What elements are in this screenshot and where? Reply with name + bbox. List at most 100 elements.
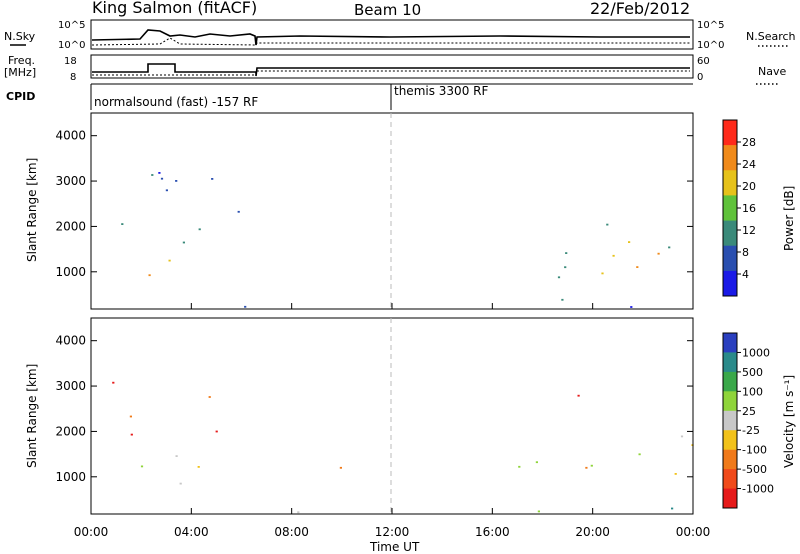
nave-label: Nave [758, 65, 786, 78]
power-colorbar: 4 8 12 16 20 24 28 Power [dB] [722, 119, 796, 297]
velocity-frame [90, 317, 694, 515]
velocity-cbar-cell [723, 430, 737, 451]
velocity-cbar-cell [723, 352, 737, 373]
power-panel: Slant Range [km] 1000 2000 3000 4000 [25, 112, 694, 310]
power-cell [601, 272, 604, 275]
velocity-cell [577, 394, 580, 397]
power-cell [168, 259, 171, 262]
velocity-xtick-label: 08:00 [274, 525, 309, 539]
nsearch-line [91, 37, 690, 46]
power-cell [158, 172, 161, 174]
power-cbar-cell [723, 270, 737, 297]
velocity-ytick-label: 2000 [55, 424, 86, 438]
velocity-cbar-cell [723, 371, 737, 392]
velocity-cbar-tick-label: 100 [742, 385, 763, 398]
power-cbar-cell [723, 195, 737, 221]
velocity-cbar-cell [723, 469, 737, 489]
velocity-cbar-tick-label: -100 [742, 444, 767, 457]
power-cell [165, 189, 168, 192]
station-title: King Salmon (fitACF) [92, 0, 257, 17]
power-cbar-cell [723, 245, 737, 272]
cpid-segment-1: normalsound (fast) -157 RF [94, 95, 258, 109]
velocity-xtick-label: 00:00 [676, 525, 711, 539]
velocity-xticks: 00:00 04:00 08:00 12:00 16:00 20:00 00:00 [74, 303, 711, 539]
power-cell [668, 246, 671, 249]
power-cbar-tick-label: 12 [742, 224, 756, 237]
velocity-xtick-label: 00:00 [74, 525, 109, 539]
velocity-cell [339, 466, 342, 469]
velocity-cbar-ticks: 1000 500 100 25 -25 -100 -500 -1000 [737, 346, 774, 496]
velocity-cbar-cell [723, 488, 737, 509]
power-cbar-cells [723, 120, 737, 297]
velocity-cbar-cell [723, 333, 737, 353]
power-yticks: 1000 2000 3000 4000 [55, 129, 693, 279]
nsearch-tick-bottom: 10^0 [697, 40, 724, 51]
power-cell [237, 210, 240, 213]
cpid-label: CPID [6, 90, 35, 103]
velocity-xlabel: Time UT [369, 540, 420, 554]
freq-panel [90, 54, 694, 79]
velocity-cell [179, 482, 182, 485]
velocity-cbar-cell [723, 449, 737, 470]
power-ytick-label: 3000 [55, 174, 86, 188]
power-cbar-cell [723, 170, 737, 196]
velocity-cbar-tick-label: -500 [742, 463, 767, 476]
velocity-ytick-label: 4000 [55, 334, 86, 348]
power-cell [211, 178, 214, 180]
velocity-cell [674, 473, 677, 475]
velocity-cell [585, 466, 588, 469]
power-frame [90, 112, 694, 310]
power-ylabel: Slant Range [km] [25, 158, 39, 262]
nsearch-label: N.Search [746, 30, 796, 43]
velocity-ytick-label: 1000 [55, 470, 86, 484]
velocity-cell [130, 433, 133, 436]
velocity-ylabel: Slant Range [km] [25, 364, 39, 468]
power-cbar-tick-label: 8 [742, 246, 749, 259]
nsky-panel [90, 19, 694, 50]
freq-line [92, 63, 690, 77]
velocity-cell [590, 464, 593, 467]
power-cell [565, 252, 568, 254]
power-cbar-cell [723, 120, 737, 146]
power-cell [175, 180, 178, 182]
power-cbar-tick-label: 16 [742, 202, 756, 215]
power-ytick-label: 1000 [55, 265, 86, 279]
velocity-cbar-tick-label: 1000 [742, 346, 770, 359]
power-ytick-label: 2000 [55, 219, 86, 233]
velocity-cbar-cells [723, 333, 737, 509]
power-ytick-label: 4000 [55, 129, 86, 143]
freq-tick-top: 18 [64, 56, 77, 67]
power-cell [182, 241, 185, 244]
power-cbar-label: Power [dB] [782, 186, 796, 251]
velocity-ytick-label: 3000 [55, 379, 86, 393]
velocity-panel: Slant Range [km] 1000 2000 3000 4000 00:00 0… [25, 303, 710, 554]
power-cbar-tick-label: 4 [742, 268, 749, 281]
velocity-xtick-label: 20:00 [575, 525, 610, 539]
freq-label: Freq. [8, 54, 35, 67]
velocity-cell [197, 466, 200, 468]
date-title: 22/Feb/2012 [590, 0, 690, 18]
velocity-cell [140, 465, 144, 468]
power-cbar-tick-label: 28 [742, 136, 756, 149]
velocity-cell [671, 507, 674, 510]
power-cbar-tick-label: 24 [742, 158, 756, 171]
nsky-line [91, 29, 690, 46]
power-cell [636, 266, 639, 268]
power-cell [564, 266, 567, 269]
velocity-cbar-tick-label: -1000 [742, 483, 774, 496]
nsearch-tick-top: 10^5 [697, 20, 724, 31]
power-cbar-cell [723, 220, 737, 247]
velocity-cbar-tick-label: -25 [742, 424, 760, 437]
nsky-tick-bottom: 10^0 [58, 40, 85, 51]
velocity-cell [129, 415, 132, 418]
velocity-cell [518, 465, 521, 468]
velocity-cbar-cell [723, 410, 737, 431]
power-cbar-ticks: 4 8 12 16 20 24 28 [737, 136, 756, 281]
velocity-cell [537, 510, 540, 513]
velocity-cell [535, 461, 538, 464]
power-cell [160, 177, 164, 180]
cpid-segment-2: themis 3300 RF [394, 84, 488, 98]
nsky-tick-top: 10^5 [58, 20, 85, 31]
beam-title: Beam 10 [354, 1, 421, 19]
